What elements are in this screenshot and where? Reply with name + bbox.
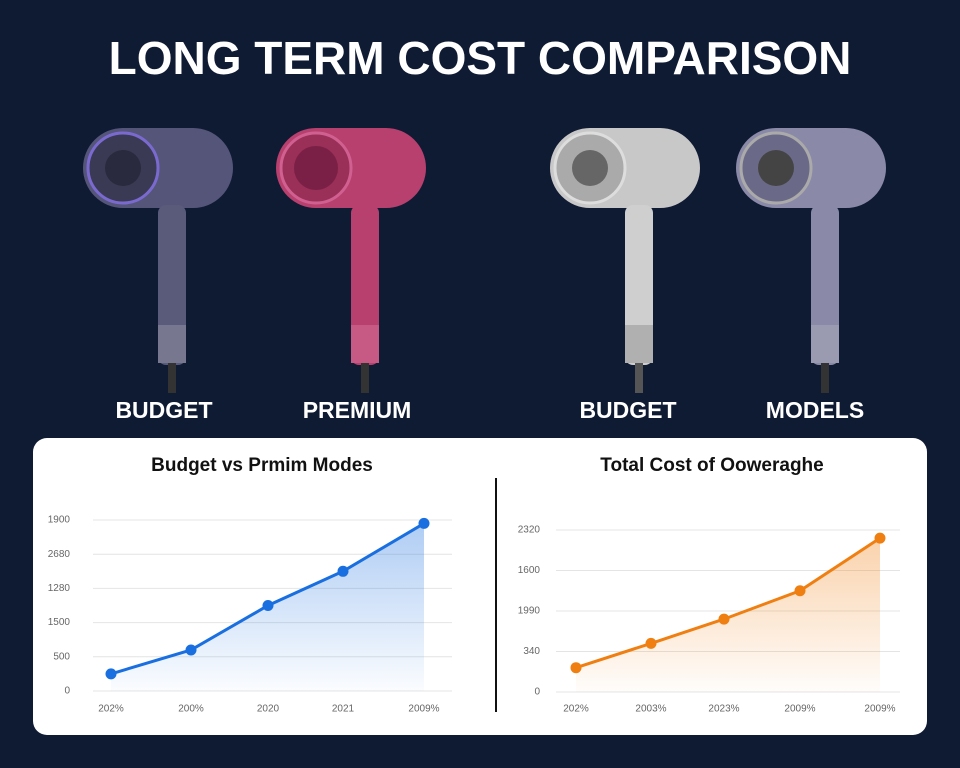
chart-title: Total Cost of Ooweraghe <box>600 455 823 476</box>
point <box>570 662 582 674</box>
area <box>576 538 880 692</box>
y-tick-label: 1990 <box>518 606 541 617</box>
y-tick-label: 2320 <box>518 525 541 536</box>
y-tick-label: 0 <box>64 686 70 697</box>
y-tick-label: 1900 <box>48 515 71 526</box>
product-label: PREMIUM <box>303 397 412 423</box>
product-label: BUDGET <box>115 397 212 423</box>
point <box>185 644 197 656</box>
y-tick-label: 1600 <box>518 565 541 576</box>
point <box>794 585 806 597</box>
x-tick-label: 200% <box>178 704 204 715</box>
x-tick-label: 2020 <box>257 704 280 715</box>
y-tick-label: 340 <box>523 646 540 657</box>
dryer-illustrations <box>83 128 886 393</box>
x-tick-label: 2009% <box>864 704 895 715</box>
page-title: LONG TERM COST COMPARISON <box>109 32 852 84</box>
chart-title: Budget vs Prmim Modes <box>151 455 373 476</box>
product-label: BUDGET <box>579 397 676 423</box>
x-tick-label: 202% <box>98 704 124 715</box>
point <box>874 532 886 544</box>
point <box>418 517 430 529</box>
x-tick-label: 2021 <box>332 704 355 715</box>
x-tick-label: 2023% <box>708 704 739 715</box>
y-tick-label: 1280 <box>48 583 71 594</box>
x-tick-label: 2009% <box>408 704 439 715</box>
x-tick-label: 202% <box>563 704 589 715</box>
point <box>105 668 117 680</box>
product-label: MODELS <box>766 397 864 423</box>
point <box>262 600 274 611</box>
point <box>645 637 657 649</box>
y-tick-label: 500 <box>53 651 70 662</box>
y-tick-label: 1500 <box>48 617 71 628</box>
x-tick-label: 2009% <box>784 704 815 715</box>
x-tick-label: 2003% <box>635 704 666 715</box>
y-tick-label: 2680 <box>48 549 71 560</box>
point <box>337 565 349 577</box>
y-tick-label: 0 <box>534 687 540 698</box>
point <box>718 613 730 625</box>
